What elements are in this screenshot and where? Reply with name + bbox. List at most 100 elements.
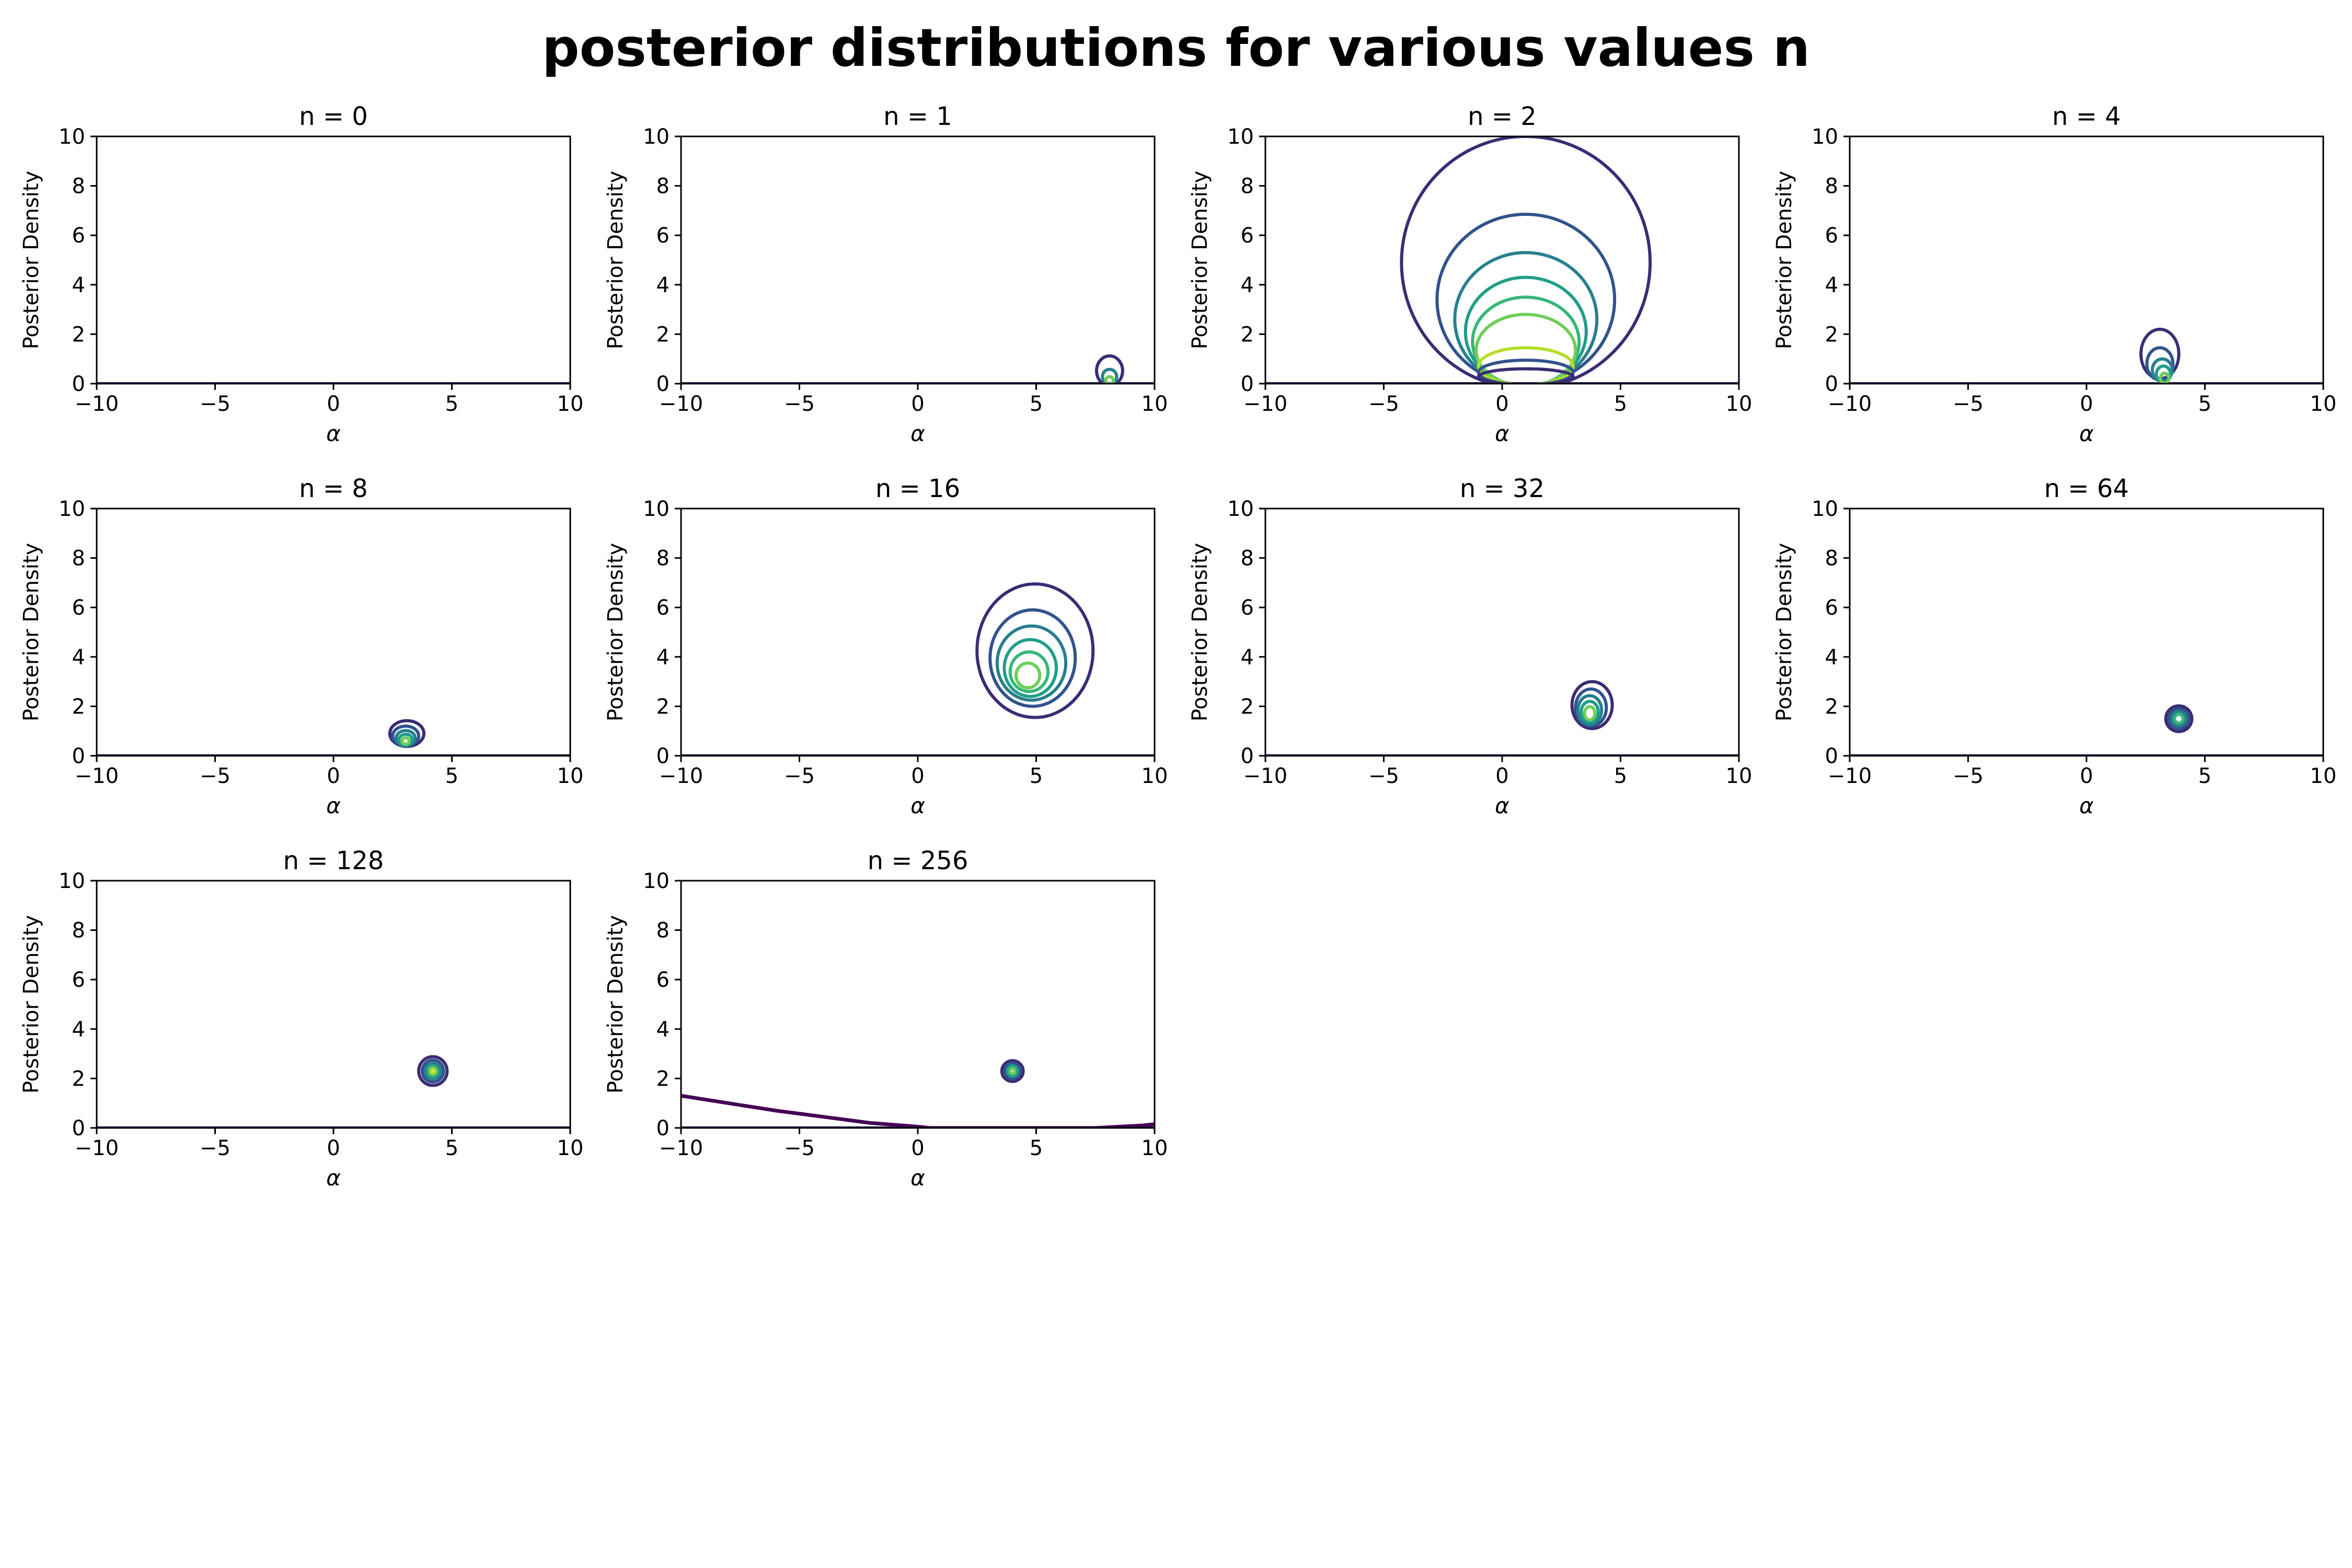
chart-2-contour-7 [1477,359,1575,384]
chart-8-ytick-label-5: 10 [59,869,85,893]
chart-8-xtick-label-2: 0 [327,1136,340,1160]
chart-3-xtick-label-0: −10 [1828,392,1872,416]
chart-4-xlabel: α [326,793,341,818]
chart-7-ytick-label-2: 4 [1825,645,1838,670]
chart-0-xtick-label-0: −10 [75,392,119,416]
chart-0-ytick-label-0: 0 [72,372,85,396]
chart-2-contour-3 [1463,275,1588,384]
chart-7-plot-area [1850,704,2323,756]
chart-1-xtick-label-1: −5 [784,392,815,416]
chart-9-title: n = 256 [868,846,969,875]
chart-0-xtick-label-2: 0 [327,392,340,416]
chart-5-contour-1 [988,608,1077,708]
chart-7-xtick-label-3: 5 [2198,764,2211,788]
chart-7-ytick-label-5: 10 [1812,497,1838,521]
chart-7-xtick-label-4: 10 [2310,764,2337,788]
chart-1-xtick-label-4: 10 [1142,392,1168,416]
chart-8-ylabel: Posterior Density [19,915,43,1094]
chart-6-xtick-label-3: 5 [1614,764,1627,788]
chart-9-plot-area [681,1059,1155,1128]
chart-6-xtick-label-2: 0 [1495,764,1508,788]
chart-3-ytick-label-2: 4 [1825,273,1838,297]
chart-7-ytick-label-3: 6 [1825,596,1838,620]
chart-9-ytick-label-2: 4 [656,1018,670,1042]
chart-9-xtick-label-3: 5 [1030,1136,1043,1160]
chart-8-plot-area [97,1055,570,1128]
chart-4-ytick-label-1: 2 [72,695,85,719]
chart-6-contour-0 [1570,680,1614,730]
chart-6-xtick-label-1: −5 [1368,764,1399,788]
chart-6-ytick-label-5: 10 [1227,497,1254,521]
chart-7-ytick-label-4: 8 [1825,547,1838,571]
chart-9-ytick-label-3: 6 [656,968,670,992]
chart-1-contour-0 [1095,354,1124,384]
chart-7-ytick-label-0: 0 [1825,744,1838,768]
chart-5-ytick-label-1: 2 [656,695,670,719]
chart-8-ytick-label-3: 6 [72,968,85,992]
chart-8-ytick-label-4: 8 [72,919,85,943]
chart-4-xtick-label-4: 10 [557,764,584,788]
chart-9-xtick-label-0: −10 [659,1136,703,1160]
chart-1-ylabel: Posterior Density [604,171,628,350]
chart-5-xtick-label-3: 5 [1030,764,1043,788]
chart-7-contour-1 [2167,707,2190,730]
chart-5-xtick-label-0: −10 [659,764,703,788]
chart-0-ytick-label-5: 10 [59,125,85,149]
chart-9-boundary-line [681,1094,1155,1128]
chart-3-plot-area [1850,327,2323,384]
chart-4-ytick-label-5: 10 [59,497,85,521]
chart-4-xtick-label-3: 5 [445,764,458,788]
chart-0-xtick-label-1: −5 [200,392,230,416]
chart-8-title: n = 128 [283,846,384,875]
chart-4-ytick-label-3: 6 [72,596,85,620]
chart-0-ylabel: Posterior Density [19,171,43,350]
chart-6-title: n = 32 [1460,474,1544,503]
chart-8-ytick-label-1: 2 [72,1067,85,1091]
chart-8-contour-0 [417,1055,449,1087]
chart-8-contour-4 [429,1067,437,1075]
chart-6-contour-1 [1574,687,1608,728]
chart-9-contour-0 [1000,1059,1025,1083]
chart-6-plot-area [1265,680,1739,756]
chart-7-xlabel: α [2079,793,2094,818]
chart-7-xtick-label-0: −10 [1828,764,1872,788]
chart-9-xtick-label-2: 0 [911,1136,924,1160]
chart-2-panel: −10 −5 0 5 10 0 2 4 6 8 10 n = 2 α Posterior Density [1188,102,1752,446]
chart-8-ytick-label-2: 4 [72,1018,85,1042]
chart-1-contour-2 [1104,375,1115,384]
chart-8-xtick-label-0: −10 [75,1136,119,1160]
chart-0-ytick-label-1: 2 [72,322,85,347]
chart-3-ylabel: Posterior Density [1772,171,1796,350]
chart-7-xtick-label-1: −5 [1953,764,1984,788]
chart-2-contour-6 [1477,346,1575,384]
chart-2-title: n = 2 [1468,102,1537,131]
chart-2-xtick-label-2: 0 [1495,392,1508,416]
chart-3-xtick-label-4: 10 [2310,392,2337,416]
chart-0-ytick-label-4: 8 [72,175,85,199]
chart-8-xtick-label-1: −5 [200,1136,230,1160]
chart-4-panel: −10 −5 0 5 10 0 2 4 6 8 10 n = 8 α Posterior Density [19,474,583,818]
chart-4-contour-4 [400,736,411,746]
chart-6-contour-3 [1579,699,1600,724]
chart-6-xlabel: α [1495,793,1509,818]
chart-9-xtick-label-4: 10 [1142,1136,1168,1160]
chart-3-title: n = 4 [2052,102,2121,131]
chart-6-contour-4 [1583,705,1597,722]
chart-2-xtick-label-3: 5 [1614,392,1627,416]
chart-9-ytick-label-4: 8 [656,919,670,943]
chart-9-ytick-label-0: 0 [656,1116,670,1140]
chart-1-ytick-label-5: 10 [643,125,670,149]
chart-7-contour-0 [2164,704,2194,733]
chart-2-contour-5 [1474,313,1577,384]
chart-4-xtick-label-0: −10 [75,764,119,788]
chart-5-xtick-label-4: 10 [1142,764,1168,788]
chart-1-xtick-label-0: −10 [659,392,703,416]
chart-6-ytick-label-0: 0 [1241,744,1254,768]
chart-6-ytick-label-2: 4 [1241,645,1254,670]
chart-2-ytick-label-1: 2 [1241,322,1254,347]
chart-0-ytick-label-2: 4 [72,273,85,297]
chart-8-xtick-label-3: 5 [445,1136,458,1160]
